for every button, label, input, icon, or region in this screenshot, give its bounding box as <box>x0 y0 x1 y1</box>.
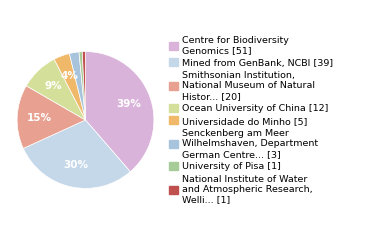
Text: 39%: 39% <box>117 99 141 109</box>
Legend: Centre for Biodiversity
Genomics [51], Mined from GenBank, NCBI [39], Smithsonia: Centre for Biodiversity Genomics [51], M… <box>167 34 335 206</box>
Text: 30%: 30% <box>63 161 88 170</box>
Wedge shape <box>17 86 85 148</box>
Wedge shape <box>23 120 130 188</box>
Wedge shape <box>86 52 154 172</box>
Wedge shape <box>82 52 86 120</box>
Wedge shape <box>26 59 86 120</box>
Wedge shape <box>79 52 86 120</box>
Text: 9%: 9% <box>44 81 62 91</box>
Text: 15%: 15% <box>27 113 52 123</box>
Text: 4%: 4% <box>60 72 78 81</box>
Wedge shape <box>54 54 86 120</box>
Wedge shape <box>70 52 86 120</box>
